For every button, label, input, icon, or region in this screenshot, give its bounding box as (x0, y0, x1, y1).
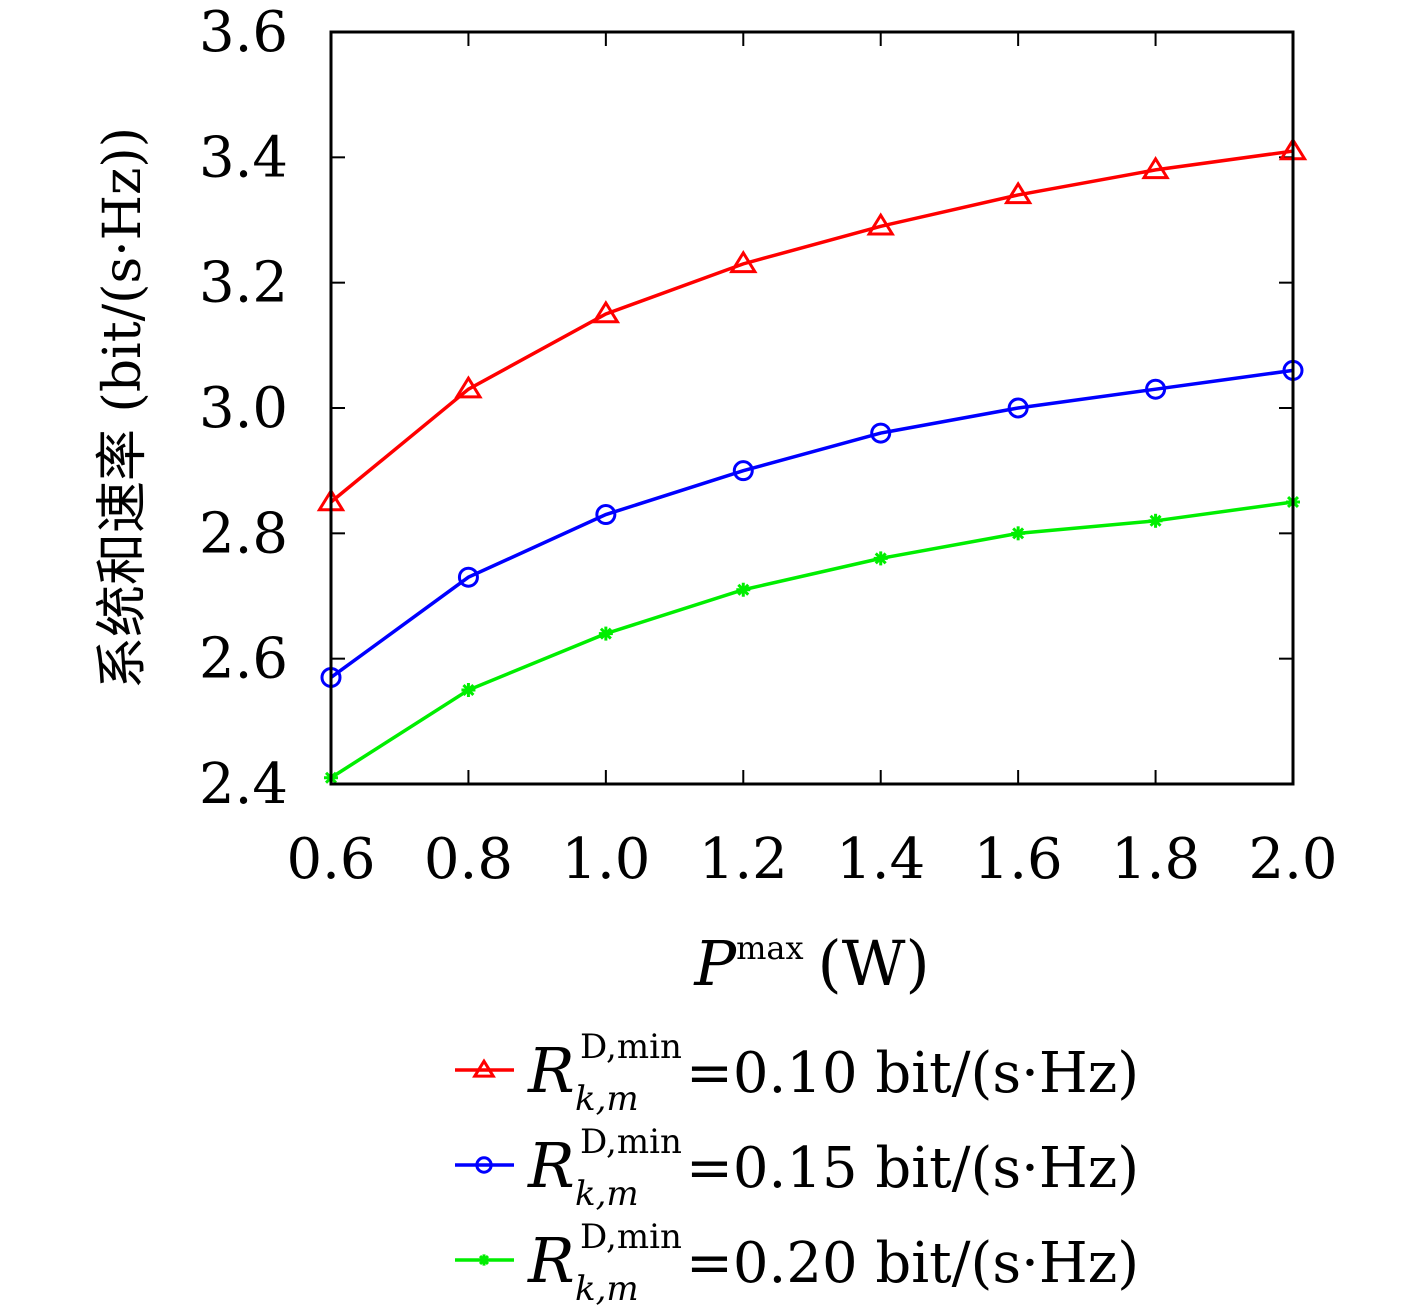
legend-entry: R D,min k,m =0.10 bit/(s·Hz) (455, 1027, 1139, 1119)
data-point (1011, 526, 1026, 541)
series-line (330, 500, 1294, 780)
x-axis-title: Pmax (W) (693, 927, 929, 1000)
data-point (1141, 156, 1170, 180)
data-point (598, 626, 613, 641)
legend-subscript: k,m (575, 1079, 639, 1119)
series-line (329, 149, 1294, 504)
legend-symbol: R (527, 1224, 575, 1297)
data-point (873, 551, 888, 566)
legend-value: =0.15 bit/(s·Hz) (686, 1136, 1139, 1201)
legend-subscript: k,m (575, 1269, 639, 1309)
data-point (461, 683, 476, 697)
data-point (591, 300, 621, 324)
legend-symbol: R (527, 1129, 575, 1202)
data-point (729, 250, 758, 274)
star-ray (1149, 514, 1162, 527)
series-layer (316, 137, 1308, 785)
y-tick-label: 3.4 (199, 125, 288, 190)
star-ray (1012, 527, 1025, 540)
y-tick-label: 3.0 (199, 376, 288, 441)
plot-frame (329, 30, 1295, 786)
x-tick-label: 1.0 (561, 827, 650, 892)
star-ray (737, 583, 750, 596)
x-tick-label: 1.2 (699, 827, 788, 892)
legend-superscript: D,min (580, 1122, 682, 1162)
legend-value: =0.10 bit/(s·Hz) (686, 1041, 1139, 1106)
data-point (866, 212, 895, 236)
legend-marker (472, 1058, 496, 1078)
y-tick-label: 2.8 (199, 501, 288, 566)
star-ray (462, 683, 475, 697)
y-tick-label: 2.6 (199, 627, 288, 692)
y-axis-title: 系统和速率 (bit/(s·Hz)) (93, 127, 153, 689)
data-point (1003, 181, 1033, 205)
series-line (329, 368, 1294, 679)
x-tick-label: 1.8 (1111, 827, 1200, 892)
data-point (736, 582, 751, 597)
data-point (732, 460, 754, 482)
legend-entry: R D,min k,m =0.15 bit/(s·Hz) (455, 1122, 1139, 1214)
legend-subscript: k,m (575, 1174, 639, 1214)
legend-superscript: D,min (580, 1217, 682, 1257)
data-point (1007, 397, 1029, 419)
x-tick-label: 0.8 (424, 827, 513, 892)
legend-entry: R D,min k,m =0.20 bit/(s·Hz) (455, 1217, 1139, 1309)
data-point (870, 422, 892, 444)
star-ray (599, 627, 612, 640)
legend-marker (478, 1254, 490, 1266)
x-tick-label: 1.6 (974, 827, 1063, 892)
x-tick-label: 0.6 (286, 827, 375, 892)
legend-marker (475, 1156, 493, 1174)
data-point (1148, 513, 1163, 528)
legend-symbol: R (527, 1034, 575, 1107)
data-point (457, 566, 479, 588)
y-tick-label: 3.2 (199, 251, 288, 316)
legend-value: =0.20 bit/(s·Hz) (686, 1231, 1139, 1296)
legend-superscript: D,min (580, 1027, 682, 1067)
x-tick-label: 1.4 (836, 827, 925, 892)
data-point (1145, 378, 1167, 400)
star-ray (478, 1254, 490, 1266)
ticks-layer (330, 31, 1294, 785)
star-ray (874, 552, 887, 565)
data-point (595, 504, 617, 526)
data-point (454, 375, 483, 399)
labels-layer: 0.6 0.8 1.0 1.2 1.4 1.6 1.8 2.0 2.4 2.6 2.8 3.0 3.2 3… (199, 0, 1338, 892)
y-tick-label: 2.4 (199, 752, 288, 817)
y-tick-label: 3.6 (199, 0, 288, 65)
x-tick-label: 2.0 (1248, 827, 1337, 892)
